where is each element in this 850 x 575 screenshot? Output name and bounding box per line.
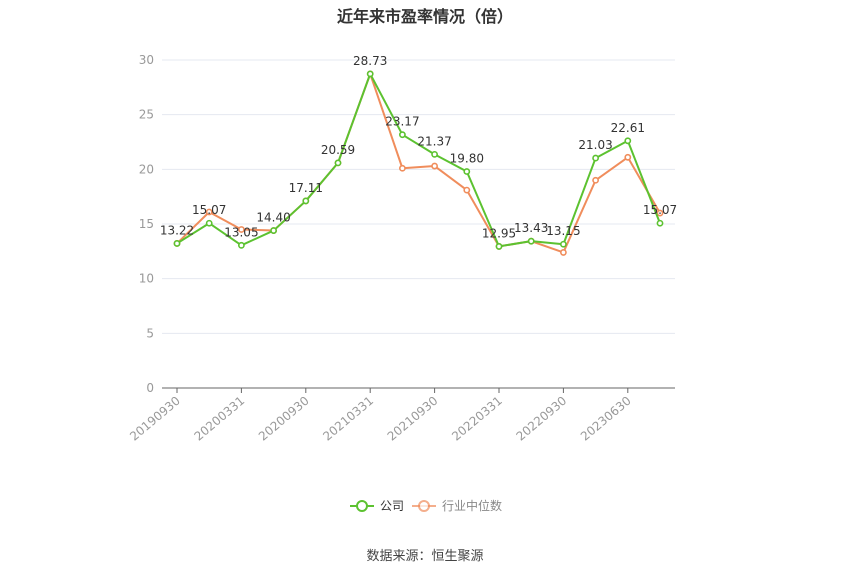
data-point — [656, 219, 664, 227]
y-tick-label: 30 — [139, 53, 154, 67]
data-label: 13.43 — [514, 221, 548, 235]
x-tick-label: 20230630 — [578, 394, 634, 444]
data-label: 20.59 — [321, 143, 355, 157]
data-point — [592, 176, 599, 184]
data-point — [560, 249, 567, 256]
data-point — [173, 240, 181, 247]
data-point — [463, 186, 471, 194]
data-label: 21.37 — [417, 134, 451, 148]
data-label: 14.40 — [256, 211, 290, 225]
y-tick-label: 15 — [139, 217, 154, 231]
data-label: 15.07 — [643, 203, 677, 217]
legend-label-industry: 行业中位数 — [442, 498, 502, 513]
data-label: 23.17 — [385, 115, 419, 129]
data-point — [366, 70, 374, 78]
data-point — [495, 243, 503, 250]
y-tick-label: 10 — [139, 272, 154, 286]
x-tick-label: 20220331 — [449, 394, 505, 444]
data-label: 22.61 — [611, 121, 645, 135]
data-point — [431, 162, 438, 170]
x-tick-label: 20210331 — [320, 394, 376, 444]
x-tick-label: 20200930 — [256, 394, 312, 444]
series-line-company — [176, 72, 661, 248]
data-point — [237, 226, 245, 233]
data-point — [624, 137, 632, 145]
y-tick-label: 5 — [146, 326, 154, 340]
data-label: 28.73 — [353, 54, 387, 68]
data-point — [624, 153, 632, 161]
data-label: 17.11 — [289, 181, 323, 195]
data-point — [270, 227, 277, 234]
data-point — [237, 241, 245, 249]
data-point — [302, 197, 310, 205]
data-label: 15.07 — [192, 203, 226, 217]
data-point — [592, 154, 599, 162]
data-point — [560, 240, 567, 248]
y-tick-label: 25 — [139, 108, 154, 122]
x-tick-label: 20190930 — [127, 394, 183, 444]
data-label: 21.03 — [578, 138, 612, 152]
data-point — [398, 131, 406, 139]
data-point — [527, 237, 535, 245]
y-tick-label: 0 — [146, 381, 154, 395]
data-label: 12.95 — [482, 226, 516, 240]
x-tick-label: 20210930 — [385, 394, 441, 444]
y-tick-label: 20 — [139, 162, 154, 176]
data-point — [205, 208, 213, 216]
legend-marker-company — [356, 500, 368, 512]
series-line-industry — [176, 72, 661, 254]
data-point — [205, 219, 213, 227]
data-label: 13.15 — [546, 224, 580, 238]
data-point — [431, 150, 438, 158]
x-tick-label: 20220930 — [514, 394, 570, 444]
data-label: 19.80 — [450, 152, 484, 166]
data-point — [398, 164, 406, 172]
data-point — [463, 168, 471, 175]
legend-marker-industry — [418, 500, 430, 512]
legend-label-company: 公司 — [380, 499, 404, 513]
data-source: 数据来源：恒生聚源 — [366, 549, 484, 564]
data-label: 13.05 — [224, 225, 258, 239]
data-point — [334, 159, 342, 167]
data-point — [656, 209, 664, 217]
chart-title: 近年来市盈率情况（倍） — [336, 7, 513, 26]
x-tick-label: 20200331 — [192, 394, 248, 444]
data-label: 13.22 — [160, 223, 194, 237]
